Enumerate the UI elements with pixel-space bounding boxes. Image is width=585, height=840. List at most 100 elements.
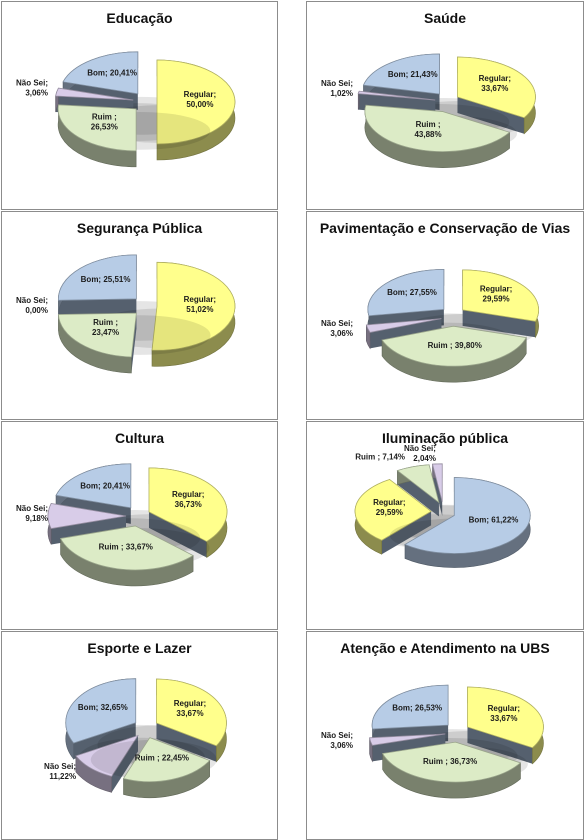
- slice-label-line: Bom; 20,41%: [80, 481, 130, 490]
- slice-label-ruim: Ruim ; 36,73%: [423, 757, 477, 766]
- pie-chart: Bom; 61,22% Regular; 29,59% Ruim ; 7,14%Não…: [354, 444, 531, 568]
- slice-label-bom: Bom; 61,22%: [469, 516, 519, 525]
- slice-label-line: Bom; 26,53%: [392, 703, 442, 712]
- slice-label-line: 3,06%: [25, 88, 48, 97]
- slice-label-bom: Bom; 25,51%: [81, 275, 131, 284]
- slice-label-line: Não Sei;: [321, 79, 353, 88]
- slice-top: [432, 463, 443, 502]
- slice-label-line: 43,88%: [414, 130, 441, 139]
- slice-top: [362, 53, 440, 95]
- slice-label-line: 11,22%: [49, 772, 76, 781]
- slice-top: [365, 318, 442, 333]
- slice-label-bom: Bom; 27,55%: [387, 288, 437, 297]
- pie-slice-ruim: [59, 525, 210, 587]
- chart-panel-iluminacao-publica: Iluminação pública Bom; 61,22% Regular; 29…: [306, 421, 584, 630]
- pie-chart: Regular; 29,59% Ruim ; 39,80% Não Sei; 3,06%…: [321, 268, 540, 383]
- slice-label-line: Bom; 61,22%: [469, 516, 519, 525]
- slice-label-bom: Bom; 20,41%: [80, 481, 130, 490]
- slice-label-line: Não Sei;: [321, 319, 353, 328]
- slice-label-line: Regular;: [373, 498, 405, 507]
- pie-chart: Regular; 33,67% Ruim ; 43,88% Não Sei; 1,02% B…: [321, 53, 536, 168]
- pie-chart: Regular; 50,00% Ruim ; 26,53% Não Sei; 3,06% B…: [16, 51, 236, 168]
- slice-label-line: 3,06%: [330, 329, 353, 338]
- slice-label-line: Regular;: [488, 704, 520, 713]
- slice-label-line: Regular;: [184, 295, 216, 304]
- slice-top: [58, 254, 137, 301]
- slice-label-line: Ruim ; 7,14%: [355, 452, 405, 461]
- pie-slice-ruim: [381, 325, 527, 383]
- slice-top: [47, 503, 127, 529]
- chart-title: Iluminação pública: [381, 430, 509, 446]
- slice-label-regular: Regular; 29,59%: [480, 285, 512, 304]
- slice-face: [462, 309, 536, 338]
- slice-label-line: Ruim ; 39,80%: [428, 341, 482, 350]
- slice-label-line: 1,02%: [330, 89, 353, 98]
- slice-label-bom: Bom; 20,41%: [87, 68, 137, 77]
- slice-face: [148, 511, 207, 558]
- slice-top: [367, 268, 445, 317]
- pie-chart: Regular; 33,67% Ruim ; 22,45% Não Sei; 11,22…: [44, 678, 227, 798]
- slice-label-line: Bom; 20,41%: [87, 68, 137, 77]
- slice-top: [364, 104, 511, 152]
- slice-label-nao-sei: Não Sei; 3,06%: [321, 319, 353, 338]
- slice-label-regular: Regular; 33,67%: [479, 74, 511, 93]
- slice-label-line: Não Sei;: [16, 296, 48, 305]
- slice-label-line: Não Sei;: [321, 731, 353, 740]
- slice-label-line: Ruim ; 36,73%: [423, 757, 477, 766]
- pie-slice-bom: [389, 477, 531, 568]
- slice-top: [151, 261, 236, 351]
- slice-label-line: 29,59%: [483, 295, 510, 304]
- slice-label-bom: Bom; 32,65%: [78, 703, 128, 712]
- slice-face: [457, 96, 525, 134]
- pie-slice-ruim: [381, 741, 528, 799]
- pie-chart: Regular; 36,73% Ruim ; 33,67% Não Sei; 9,18%…: [16, 463, 228, 587]
- slice-top: [57, 104, 137, 152]
- slice-face: [381, 511, 432, 555]
- chart-title: Atenção e Atendimento na UBS: [340, 640, 550, 656]
- pie-slice-ruim: [364, 104, 518, 168]
- slice-label-line: Não Sei;: [16, 504, 48, 513]
- slice-top: [65, 678, 137, 744]
- slice-label-line: Não Sei;: [404, 444, 436, 453]
- chart-title: Educação: [106, 10, 173, 26]
- slice-label-line: Não Sei;: [16, 78, 48, 87]
- pie-slice-ruim: [90, 737, 217, 798]
- pie-slice-ruim: [57, 104, 211, 168]
- slice-label-line: 36,73%: [175, 500, 202, 509]
- slice-top: [357, 90, 436, 101]
- slice-face: [73, 722, 136, 760]
- slice-label-line: Ruim ;: [92, 112, 117, 121]
- slice-label-line: Regular;: [480, 285, 512, 294]
- slice-label-nao-sei: Não Sei; 3,06%: [16, 78, 48, 97]
- pie-chart: Regular; 33,67% Ruim ; 36,73% Não Sei; 3,06%…: [321, 684, 544, 799]
- chart-title: Pavimentação e Conservação de Vias: [319, 220, 571, 236]
- slice-label-line: Ruim ;: [93, 318, 118, 327]
- slice-label-line: 29,59%: [376, 508, 403, 517]
- chart-panel-seguranca-publica: Segurança Pública Regular; 51,02% Ruim ; 23…: [1, 211, 278, 420]
- slice-label-line: 50,00%: [186, 100, 213, 109]
- slice-label-nao-sei: Não Sei; 1,02%: [321, 79, 353, 98]
- slice-top: [57, 312, 137, 358]
- slice-label-line: 3,06%: [330, 741, 353, 750]
- slice-top: [371, 684, 449, 730]
- slice-label-ruim: Ruim ; 22,45%: [135, 754, 189, 763]
- slice-top: [381, 325, 527, 367]
- slice-top: [354, 479, 432, 541]
- chart-title: Cultura: [115, 430, 164, 446]
- slice-label-nao-sei: Não Sei; 9,18%: [16, 504, 48, 523]
- slice-face: [58, 298, 137, 317]
- slice-label-ruim: Ruim ; 26,53%: [91, 112, 118, 131]
- chart-panel-pavimentacao: Pavimentação e Conservação de Vias Regul…: [306, 211, 584, 420]
- slice-label-regular: Regular; 50,00%: [184, 90, 216, 109]
- chart-title: Esporte e Lazer: [87, 640, 192, 656]
- chart-title: Saúde: [423, 10, 466, 26]
- slice-top: [467, 686, 544, 749]
- slice-top: [381, 741, 522, 783]
- pie-slice-ruim: [57, 312, 211, 374]
- slice-top: [396, 464, 440, 504]
- chart-title: Segurança Pública: [76, 220, 203, 236]
- slice-label-line: 33,67%: [481, 84, 508, 93]
- slice-label-regular: Regular; 29,59%: [373, 498, 405, 517]
- slice-top: [404, 477, 531, 554]
- slice-label-ruim: Ruim ; 39,80%: [428, 341, 482, 350]
